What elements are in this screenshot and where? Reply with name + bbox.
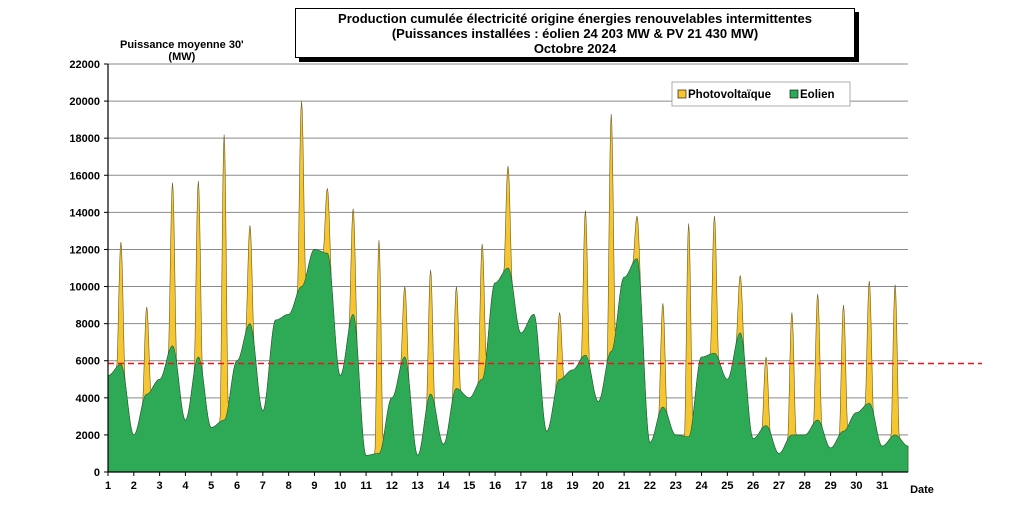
legend: Photovoltaïque Eolien xyxy=(671,81,851,107)
legend-photovoltaique-label: Photovoltaïque xyxy=(688,89,771,101)
chart-title: Production cumulée électricité origine é… xyxy=(295,8,855,58)
legend-eolien-swatch xyxy=(789,89,799,99)
x-tick-label-3: 3 xyxy=(157,480,163,492)
y-tick-label-2000: 2000 xyxy=(76,430,100,442)
x-tick-label-30: 30 xyxy=(850,480,862,492)
chart-title-line-2: (Puissances installées : éolien 24 203 M… xyxy=(391,26,759,41)
axes xyxy=(107,64,908,473)
x-tick-label-29: 29 xyxy=(824,480,836,492)
x-axis-label: Date xyxy=(910,484,934,496)
x-tick-label-7: 7 xyxy=(260,480,266,492)
x-tick-label-8: 8 xyxy=(286,480,292,492)
x-tick-label-17: 17 xyxy=(515,480,527,492)
y-tick-label-12000: 12000 xyxy=(69,244,100,256)
y-tick-label-18000: 18000 xyxy=(69,133,100,145)
x-tick-label-20: 20 xyxy=(592,480,604,492)
x-tick-label-10: 10 xyxy=(334,480,346,492)
y-tick-label-14000: 14000 xyxy=(69,207,100,219)
x-tick-label-19: 19 xyxy=(566,480,578,492)
y-tick-label-0: 0 xyxy=(94,467,100,479)
x-tick-label-9: 9 xyxy=(311,480,317,492)
x-tick-label-24: 24 xyxy=(695,480,708,492)
y-tick-label-20000: 20000 xyxy=(69,96,100,108)
chart-title-line-1: Production cumulée électricité origine é… xyxy=(338,11,812,26)
x-tick-label-22: 22 xyxy=(644,480,656,492)
y-tick-label-8000: 8000 xyxy=(76,319,100,331)
chart-title-line-3: Octobre 2024 xyxy=(533,41,617,56)
x-tick-label-1: 1 xyxy=(105,480,111,492)
legend-photovoltaique-swatch xyxy=(677,89,687,99)
y-axis-label-line-2: (MW) xyxy=(168,51,196,63)
x-tick-label-14: 14 xyxy=(437,480,450,492)
x-tick-label-31: 31 xyxy=(876,480,888,492)
y-tick-label-16000: 16000 xyxy=(69,170,100,182)
y-tick-labels: 0 2000 4000 6000 8000 10000 12000 14000 16000 180… xyxy=(69,59,108,479)
legend-eolien-label: Eolien xyxy=(800,89,835,101)
x-tick-label-2: 2 xyxy=(131,480,137,492)
y-tick-label-6000: 6000 xyxy=(76,356,100,368)
eolien-area xyxy=(107,249,909,473)
x-tick-label-13: 13 xyxy=(412,480,424,492)
y-tick-label-10000: 10000 xyxy=(69,282,100,294)
x-tick-labels: 1 2 3 4 5 6 7 8 9 10 11 12 13 14 15 16 17 18 19 20 21 22 23 24 2… xyxy=(105,472,888,492)
x-tick-label-15: 15 xyxy=(463,480,475,492)
x-tick-label-28: 28 xyxy=(799,480,811,492)
x-tick-label-27: 27 xyxy=(773,480,785,492)
x-tick-label-25: 25 xyxy=(721,480,733,492)
x-tick-label-11: 11 xyxy=(360,480,372,492)
x-tick-label-12: 12 xyxy=(386,480,398,492)
legend-box xyxy=(671,81,851,107)
y-axis-label: Puissance moyenne 30' (MW) xyxy=(120,39,244,63)
y-tick-label-4000: 4000 xyxy=(76,393,100,405)
x-tick-label-18: 18 xyxy=(541,480,553,492)
x-tick-label-4: 4 xyxy=(182,480,189,492)
x-tick-label-6: 6 xyxy=(234,480,240,492)
x-tick-label-23: 23 xyxy=(670,480,682,492)
x-tick-label-21: 21 xyxy=(618,480,630,492)
x-tick-label-16: 16 xyxy=(489,480,501,492)
x-tick-label-26: 26 xyxy=(747,480,759,492)
x-tick-label-5: 5 xyxy=(208,480,214,492)
y-axis-label-line-1: Puissance moyenne 30' xyxy=(120,39,244,51)
y-tick-label-22000: 22000 xyxy=(69,59,100,71)
